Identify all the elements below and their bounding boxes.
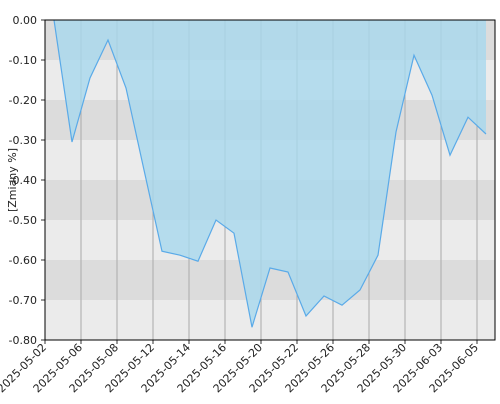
y-tick-label: -0.60 bbox=[9, 254, 37, 267]
y-tick-label: -0.30 bbox=[9, 134, 37, 147]
y-tick-label: -0.80 bbox=[9, 334, 37, 347]
y-tick-label: -0.20 bbox=[9, 94, 37, 107]
y-axis-label: [Zmiany %] bbox=[6, 148, 19, 212]
line bbox=[53, 19, 487, 328]
y-tick-label: 0.00 bbox=[13, 14, 38, 27]
y-tick-label: -0.70 bbox=[9, 294, 37, 307]
y-tick-label: -0.40 bbox=[9, 174, 37, 187]
band bbox=[45, 300, 495, 340]
y-tick-label: -0.10 bbox=[9, 54, 37, 67]
y-tick-label: -0.50 bbox=[9, 214, 37, 227]
plot-frame bbox=[44, 19, 496, 341]
plot bbox=[53, 19, 487, 328]
